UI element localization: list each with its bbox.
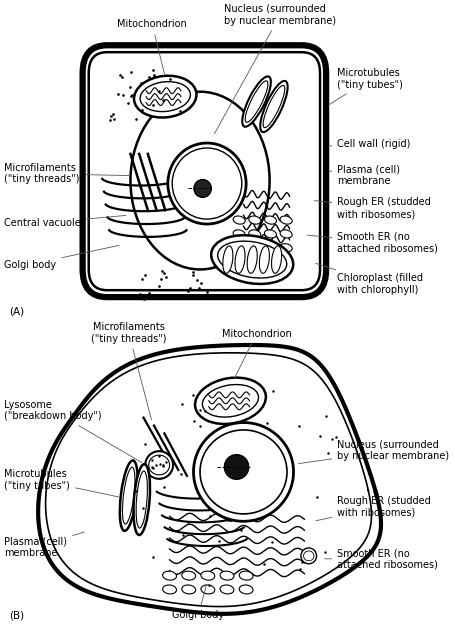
Ellipse shape [264, 230, 276, 238]
Ellipse shape [242, 76, 270, 127]
Ellipse shape [122, 468, 135, 524]
Ellipse shape [259, 246, 269, 273]
Ellipse shape [140, 82, 190, 112]
Ellipse shape [120, 461, 137, 531]
Text: Microfilaments
("tiny threads"): Microfilaments ("tiny threads") [91, 322, 166, 420]
Ellipse shape [303, 551, 313, 561]
Ellipse shape [264, 216, 276, 224]
Ellipse shape [248, 244, 260, 252]
Text: Plasma (cell)
membrane: Plasma (cell) membrane [5, 532, 84, 558]
Ellipse shape [182, 571, 195, 580]
Ellipse shape [234, 246, 244, 273]
Text: Smooth ER (no
attached ribosomes): Smooth ER (no attached ribosomes) [324, 548, 437, 569]
Ellipse shape [300, 548, 316, 564]
Text: (B): (B) [9, 610, 24, 620]
Ellipse shape [148, 455, 169, 475]
Ellipse shape [193, 422, 293, 521]
Ellipse shape [133, 464, 150, 535]
Text: Central vacuole: Central vacuole [5, 216, 126, 228]
Ellipse shape [182, 585, 195, 594]
Ellipse shape [279, 230, 292, 238]
Text: Mitochondrion: Mitochondrion [117, 19, 187, 74]
Ellipse shape [220, 585, 233, 594]
Text: Chloroplast (filled
with chlorophyll): Chloroplast (filled with chlorophyll) [315, 263, 423, 295]
Text: Cell wall (rigid): Cell wall (rigid) [328, 139, 410, 149]
Ellipse shape [233, 244, 245, 252]
FancyBboxPatch shape [82, 45, 325, 297]
Ellipse shape [201, 571, 214, 580]
Ellipse shape [201, 585, 214, 594]
Ellipse shape [245, 81, 268, 122]
Ellipse shape [263, 86, 284, 127]
Ellipse shape [200, 430, 286, 514]
Ellipse shape [233, 230, 245, 238]
Ellipse shape [248, 216, 260, 224]
Ellipse shape [279, 216, 292, 224]
Text: Plasma (cell)
membrane: Plasma (cell) membrane [328, 165, 399, 186]
Ellipse shape [271, 246, 281, 273]
Text: Microtubules
("tiny tubes"): Microtubules ("tiny tubes") [328, 68, 402, 105]
Ellipse shape [260, 81, 287, 132]
Text: Microtubules
("tiny tubes"): Microtubules ("tiny tubes") [5, 469, 119, 497]
Text: Nucleus (surrounded
by nuclear membrane): Nucleus (surrounded by nuclear membrane) [298, 439, 449, 464]
Ellipse shape [145, 451, 173, 479]
Ellipse shape [167, 143, 246, 224]
Text: Golgi body: Golgi body [172, 585, 224, 620]
Text: Nucleus (surrounded
by nuclear membrane): Nucleus (surrounded by nuclear membrane) [214, 4, 336, 134]
Ellipse shape [136, 471, 147, 528]
Ellipse shape [195, 378, 265, 424]
Ellipse shape [233, 216, 245, 224]
Ellipse shape [239, 571, 253, 580]
Ellipse shape [279, 244, 292, 252]
Ellipse shape [130, 92, 269, 269]
Ellipse shape [217, 241, 286, 278]
Ellipse shape [224, 454, 248, 479]
Text: (A): (A) [9, 306, 24, 316]
Text: Rough ER (studded
with ribosomes): Rough ER (studded with ribosomes) [313, 198, 430, 219]
Ellipse shape [134, 76, 196, 118]
Ellipse shape [202, 384, 258, 417]
Ellipse shape [222, 246, 233, 273]
Text: Microfilaments
("tiny threads"): Microfilaments ("tiny threads") [5, 163, 129, 184]
Ellipse shape [220, 571, 233, 580]
Ellipse shape [172, 148, 241, 219]
Ellipse shape [211, 235, 293, 284]
Text: Lysosome
("breakdown body"): Lysosome ("breakdown body") [5, 400, 142, 462]
Text: Golgi body: Golgi body [5, 246, 119, 269]
Text: Smooth ER (no
attached ribosomes): Smooth ER (no attached ribosomes) [307, 232, 437, 254]
Ellipse shape [193, 179, 211, 198]
Ellipse shape [162, 585, 176, 594]
Text: Rough ER (studded
with ribosomes): Rough ER (studded with ribosomes) [315, 496, 430, 521]
Ellipse shape [264, 244, 276, 252]
Text: Mitochondrion: Mitochondrion [221, 329, 291, 379]
Ellipse shape [239, 585, 253, 594]
Ellipse shape [248, 230, 260, 238]
Ellipse shape [162, 571, 176, 580]
Ellipse shape [247, 246, 257, 273]
